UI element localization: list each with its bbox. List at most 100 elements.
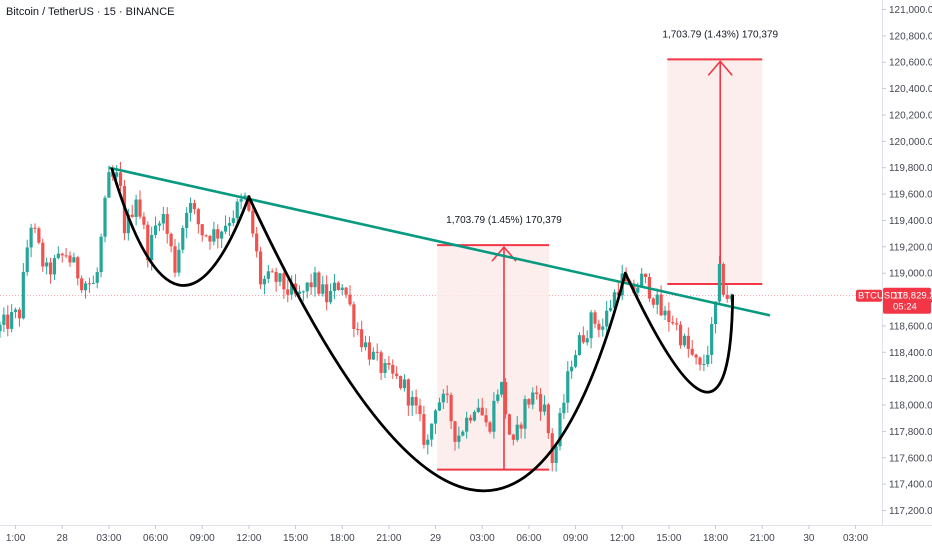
candle-body	[344, 287, 348, 295]
time-tick-label: 03:00	[470, 533, 495, 544]
price-tick-label: 120,600.00	[889, 58, 932, 69]
candle-body	[573, 355, 578, 367]
time-tick-label: 18:00	[330, 533, 355, 544]
candle-body	[274, 271, 278, 282]
candle-body	[507, 414, 512, 435]
candle-body	[422, 414, 426, 445]
candle-body	[262, 278, 267, 285]
candle-body	[196, 209, 200, 225]
candle-body	[52, 258, 57, 275]
candle-body	[515, 424, 519, 440]
candle-body	[2, 314, 6, 325]
candle-body	[402, 379, 407, 389]
candle-body	[663, 310, 667, 316]
candle-body	[675, 323, 679, 325]
price-tick-label: 119,400.00	[889, 216, 932, 227]
candle-body	[126, 214, 130, 234]
time-tick-label: 12:00	[236, 533, 261, 544]
candle-body	[60, 253, 64, 256]
candle-body	[80, 278, 84, 291]
candle-body	[686, 335, 690, 349]
candle-body	[589, 312, 593, 339]
candle-body	[309, 282, 313, 288]
candle-body	[484, 415, 488, 423]
candle-body	[445, 393, 449, 395]
candle-body	[76, 257, 80, 279]
candle-body	[511, 434, 515, 440]
candle-body	[200, 224, 204, 236]
candles	[0, 161, 733, 472]
candle-body	[41, 242, 45, 267]
candle-body	[138, 199, 142, 217]
time-tick-label: 1:00	[6, 533, 26, 544]
candle-body	[453, 421, 457, 442]
price-tick-label: 117,200.00	[889, 506, 932, 517]
candle-body	[710, 324, 714, 355]
candle-body	[682, 335, 687, 346]
candle-body	[581, 335, 585, 343]
candle-body	[297, 291, 302, 294]
candle-body	[702, 363, 706, 365]
candle-body	[655, 294, 659, 305]
price-tick-label: 120,800.00	[889, 31, 932, 42]
candle-body	[56, 253, 60, 259]
candle-body	[430, 423, 434, 440]
candle-body	[270, 271, 274, 273]
price-tick-label: 120,000.00	[889, 137, 932, 148]
candle-body	[332, 282, 337, 291]
candle-body	[612, 292, 617, 308]
candle-body	[387, 363, 391, 365]
candle-body	[25, 247, 29, 272]
measurement-arrow-head	[707, 60, 733, 76]
candle-body	[45, 262, 49, 267]
candle-body	[500, 381, 504, 395]
time-tick-label: 09:00	[563, 533, 588, 544]
candle-body	[266, 271, 270, 279]
candle-body	[527, 399, 531, 405]
candle-body	[258, 251, 263, 285]
price-tick-label: 120,200.00	[889, 110, 932, 121]
candle-body	[107, 172, 111, 198]
candle-body	[472, 411, 477, 421]
price-tick-label: 117,400.00	[889, 480, 932, 491]
candle-body	[87, 283, 92, 285]
candle-body	[340, 287, 344, 290]
candle-body	[305, 282, 309, 292]
price-tick-label: 119,200.00	[889, 242, 932, 253]
candle-body	[640, 273, 644, 288]
measurement-zones: 1,703.79 (1.45%) 170,379 1,703.79 (1.43%)…	[432, 26, 792, 471]
candle-body	[181, 227, 185, 250]
candle-body	[480, 407, 484, 416]
candle-body	[601, 326, 605, 330]
candle-body	[239, 199, 243, 202]
candle-body	[643, 273, 648, 277]
price-tick-label: 118,200.00	[889, 374, 932, 385]
price-axis: 121,000.00 120,800.00 120,600.00 120,400.00…	[882, 0, 932, 525]
candle-body	[72, 257, 76, 263]
candle-body	[585, 338, 589, 343]
candle-body	[290, 283, 294, 295]
cup-handle-pattern	[110, 167, 735, 493]
chart-title: Bitcoin / TetherUS · 15 · BINANCE	[6, 6, 175, 18]
time-tick-label: 12:00	[610, 533, 635, 544]
candle-body	[437, 402, 442, 411]
candle-body	[546, 404, 550, 434]
time-tick-label: 21:00	[376, 533, 401, 544]
candle-body	[418, 405, 422, 415]
candle-body	[352, 304, 356, 329]
candle-body	[706, 354, 710, 364]
price-tick-label: 119,000.00	[889, 269, 932, 280]
candle-body	[523, 399, 527, 429]
candle-body	[636, 287, 640, 293]
price-tick-label: 118,000.00	[889, 401, 932, 412]
candle-body	[356, 328, 360, 330]
candle-body	[231, 218, 235, 224]
candle-body	[457, 435, 461, 442]
candle-body	[161, 214, 165, 224]
candle-body	[570, 366, 574, 372]
candle-body	[678, 324, 683, 346]
trendline	[108, 166, 771, 317]
time-tick-label: 03:00	[843, 533, 868, 544]
